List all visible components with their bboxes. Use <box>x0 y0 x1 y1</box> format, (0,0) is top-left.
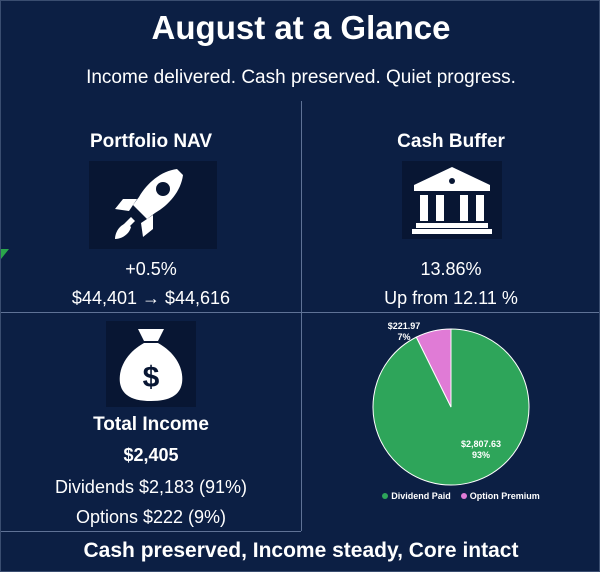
bank-icon <box>402 161 502 239</box>
money-bag-icon: $ <box>106 321 196 407</box>
pie-label-option: $221.97 7% <box>387 321 421 342</box>
legend-swatch-dividend <box>382 493 389 499</box>
legend-swatch-option <box>460 493 467 499</box>
green-triangle-marker <box>1 249 9 259</box>
income-pie-chart <box>372 328 530 486</box>
divider-bottom <box>1 531 301 532</box>
page-subtitle: Income delivered. Cash preserved. Quiet … <box>86 67 516 88</box>
legend-option: Option Premium <box>460 491 540 501</box>
income-title: Total Income <box>93 414 209 435</box>
nav-change: +0.5% <box>125 259 177 279</box>
income-total: $2,405 <box>123 445 179 465</box>
footer-summary: Cash preserved, Income steady, Core inta… <box>83 539 519 562</box>
income-options: Options $222 (9%) <box>75 507 227 527</box>
pie-slice-0 <box>372 328 530 486</box>
nav-range: $44,401 → $44,616 <box>71 288 231 308</box>
pie-slice-1 <box>415 328 452 408</box>
svg-text:$: $ <box>143 361 160 394</box>
page-title: August at a Glance <box>151 9 451 46</box>
nav-title: Portfolio NAV <box>89 131 213 152</box>
divider-vertical <box>301 101 302 531</box>
cash-title: Cash Buffer <box>397 131 505 152</box>
legend-dividend: Dividend Paid <box>382 491 451 501</box>
pie-label-dividend: $2,807.63 93% <box>460 439 502 460</box>
rocket-icon <box>89 161 217 249</box>
pie-legend: Dividend Paid Option Premium <box>361 491 561 501</box>
cash-note: Up from 12.11 % <box>384 288 518 308</box>
cash-value: 13.86% <box>420 259 482 279</box>
income-dividends: Dividends $2,183 (91%) <box>54 477 248 497</box>
divider-horizontal <box>1 312 599 313</box>
